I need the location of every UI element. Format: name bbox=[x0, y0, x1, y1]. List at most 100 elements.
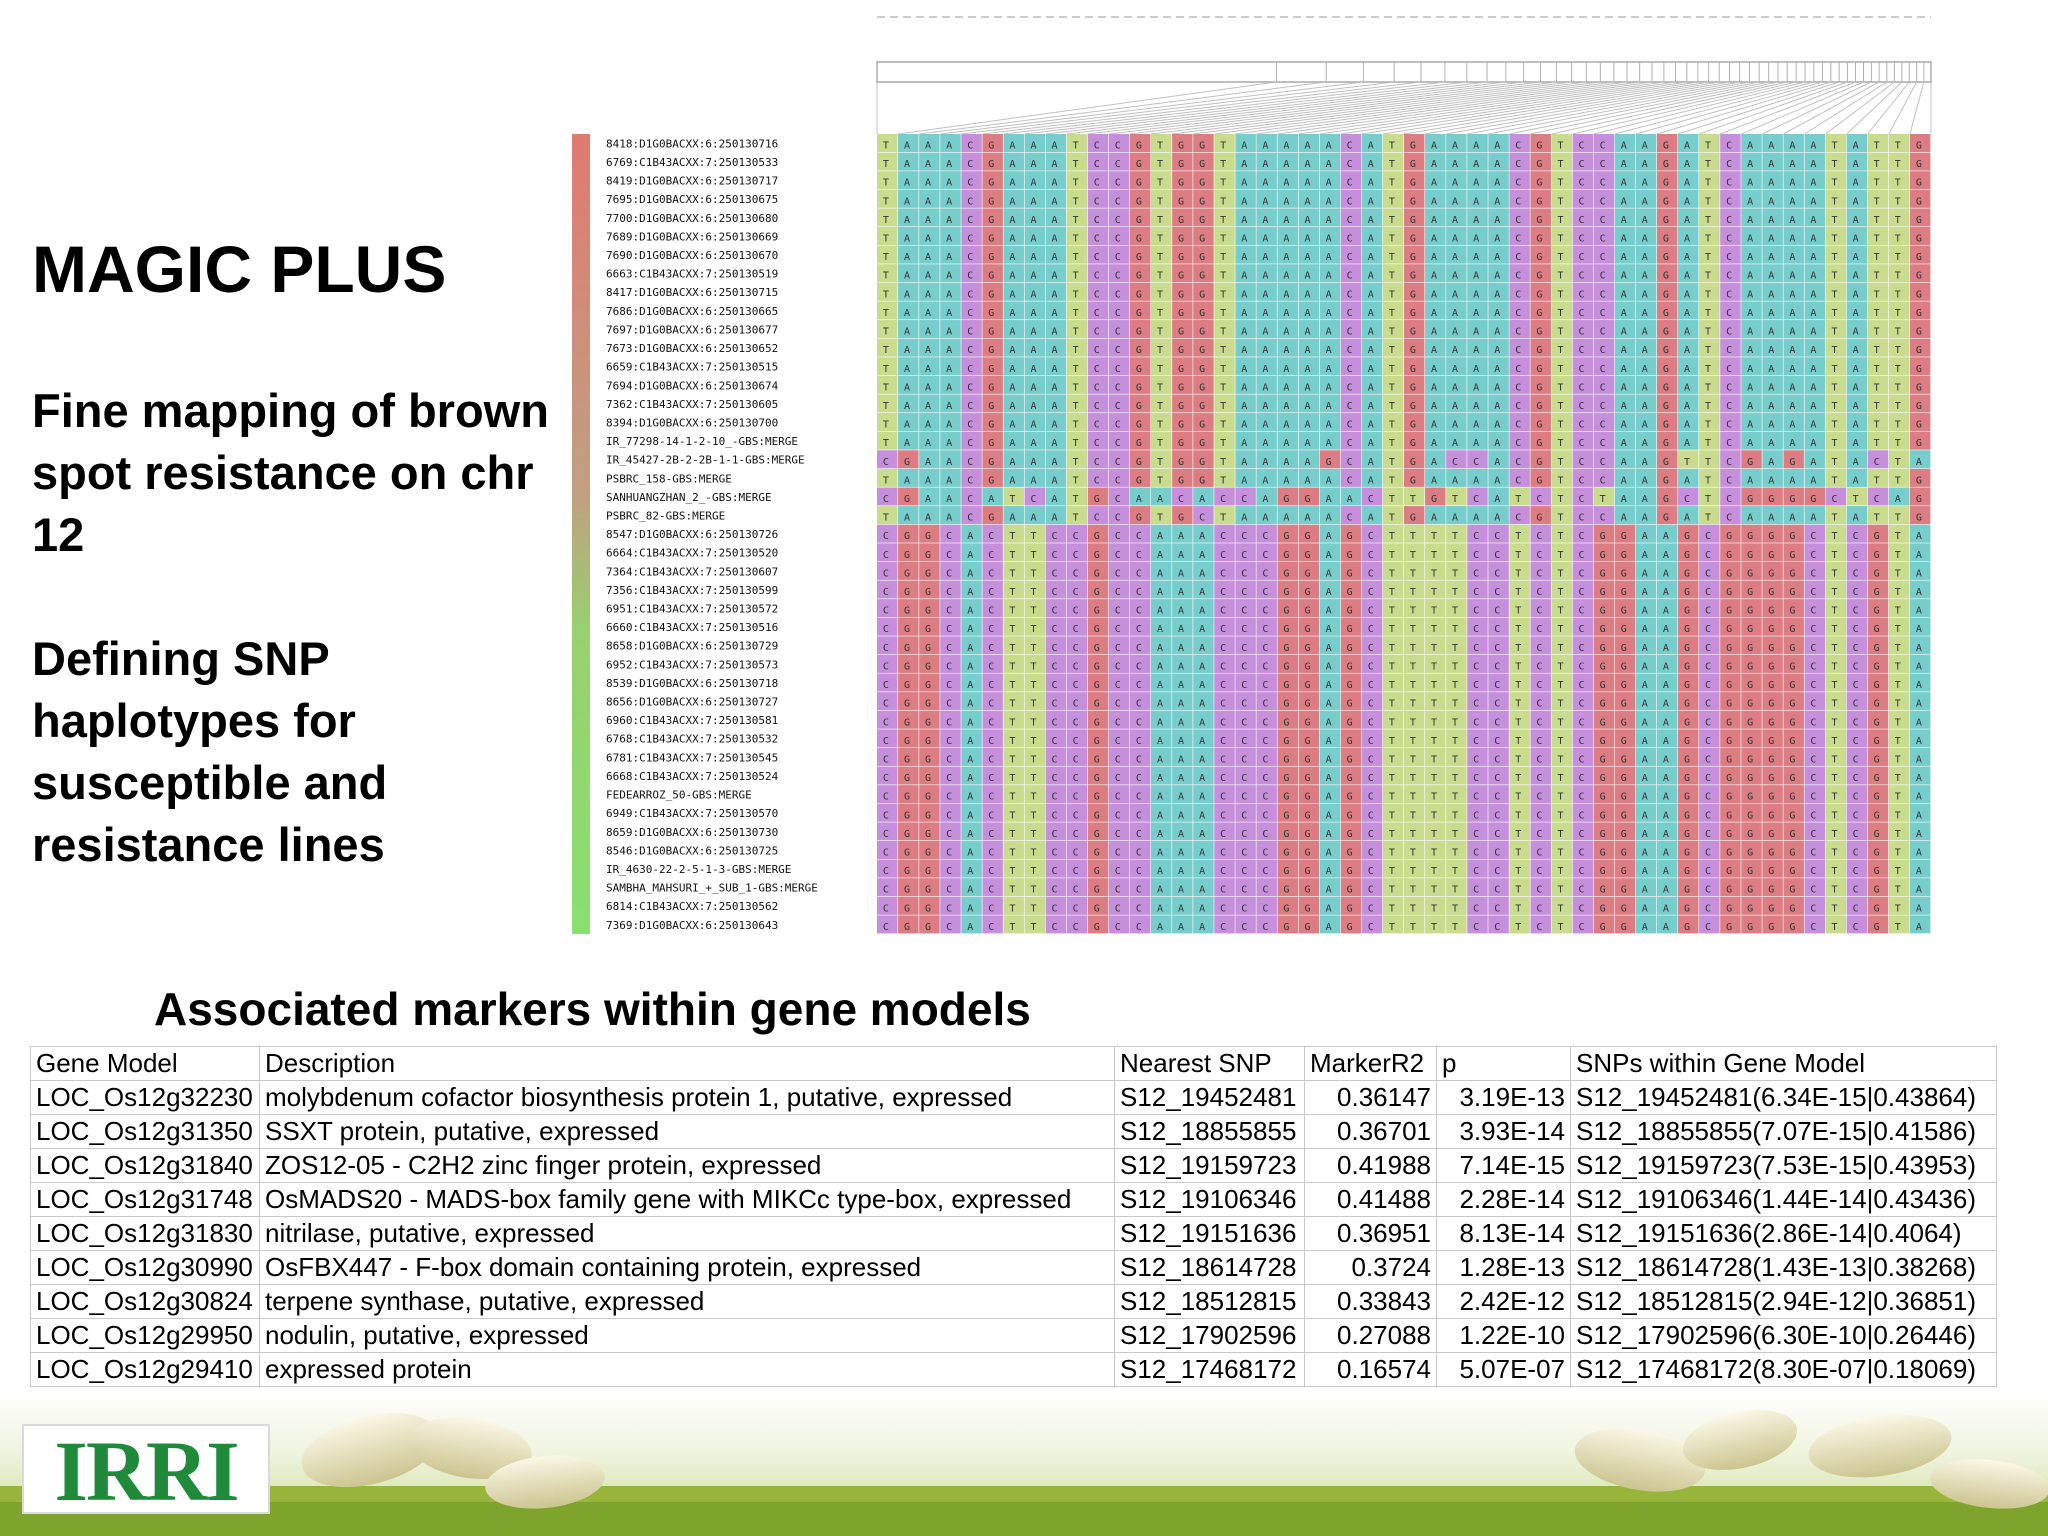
svg-text:C: C bbox=[1052, 773, 1058, 784]
svg-text:A: A bbox=[1452, 475, 1458, 486]
svg-text:G: G bbox=[1536, 308, 1542, 319]
svg-text:A: A bbox=[1747, 271, 1753, 282]
svg-text:G: G bbox=[1789, 661, 1795, 672]
svg-text:A: A bbox=[1810, 382, 1816, 393]
svg-text:A: A bbox=[967, 606, 973, 617]
svg-text:A: A bbox=[1326, 847, 1332, 858]
svg-text:T: T bbox=[1557, 531, 1563, 542]
svg-text:C: C bbox=[1052, 736, 1058, 747]
svg-text:T: T bbox=[1431, 550, 1437, 561]
svg-text:C: C bbox=[1810, 773, 1816, 784]
svg-text:T: T bbox=[1515, 699, 1521, 710]
svg-text:G: G bbox=[1789, 680, 1795, 691]
svg-text:A: A bbox=[1199, 773, 1205, 784]
svg-text:T: T bbox=[1389, 327, 1395, 338]
svg-text:A: A bbox=[1431, 308, 1437, 319]
svg-text:T: T bbox=[1389, 308, 1395, 319]
svg-text:A: A bbox=[1431, 382, 1437, 393]
svg-text:C: C bbox=[967, 196, 973, 207]
svg-text:C: C bbox=[1600, 159, 1606, 170]
svg-text:A: A bbox=[1473, 513, 1479, 524]
svg-text:A: A bbox=[1305, 271, 1311, 282]
svg-text:T: T bbox=[1895, 234, 1901, 245]
svg-text:G: G bbox=[1305, 606, 1311, 617]
svg-text:A: A bbox=[1199, 885, 1205, 896]
svg-text:C: C bbox=[1473, 494, 1479, 505]
svg-text:A: A bbox=[967, 885, 973, 896]
svg-text:G: G bbox=[988, 513, 994, 524]
svg-text:A: A bbox=[1768, 141, 1774, 152]
svg-text:T: T bbox=[1410, 587, 1416, 598]
svg-text:A: A bbox=[1326, 215, 1332, 226]
svg-text:G: G bbox=[1621, 680, 1627, 691]
svg-text:G: G bbox=[1410, 364, 1416, 375]
svg-text:G: G bbox=[1726, 885, 1732, 896]
svg-text:G: G bbox=[1768, 606, 1774, 617]
svg-text:G: G bbox=[1600, 810, 1606, 821]
svg-text:T: T bbox=[1009, 606, 1015, 617]
svg-text:G: G bbox=[1621, 810, 1627, 821]
svg-text:C: C bbox=[1241, 643, 1247, 654]
svg-text:A: A bbox=[1642, 922, 1648, 933]
svg-text:A: A bbox=[1684, 475, 1690, 486]
svg-text:C: C bbox=[946, 643, 952, 654]
svg-text:C: C bbox=[1094, 327, 1100, 338]
svg-text:A: A bbox=[1473, 271, 1479, 282]
svg-text:A: A bbox=[1368, 327, 1374, 338]
svg-text:G: G bbox=[1684, 773, 1690, 784]
svg-text:G: G bbox=[904, 680, 910, 691]
svg-text:A: A bbox=[1262, 141, 1268, 152]
svg-text:C: C bbox=[1705, 531, 1711, 542]
svg-text:A: A bbox=[1452, 438, 1458, 449]
svg-text:A: A bbox=[1030, 252, 1036, 263]
svg-text:A: A bbox=[1642, 754, 1648, 765]
svg-text:C: C bbox=[1536, 885, 1542, 896]
svg-text:G: G bbox=[1663, 457, 1669, 468]
svg-text:A: A bbox=[1663, 754, 1669, 765]
svg-text:G: G bbox=[1684, 661, 1690, 672]
svg-text:C: C bbox=[1115, 401, 1121, 412]
svg-text:A: A bbox=[1473, 345, 1479, 356]
svg-text:C: C bbox=[1073, 829, 1079, 840]
svg-text:A: A bbox=[1052, 289, 1058, 300]
svg-text:C: C bbox=[1515, 475, 1521, 486]
svg-text:C: C bbox=[1579, 736, 1585, 747]
svg-text:A: A bbox=[1642, 345, 1648, 356]
svg-text:G: G bbox=[1621, 866, 1627, 877]
svg-text:G: G bbox=[1094, 754, 1100, 765]
svg-text:G: G bbox=[1768, 866, 1774, 877]
svg-text:A: A bbox=[1663, 680, 1669, 691]
svg-text:A: A bbox=[1178, 661, 1184, 672]
svg-text:A: A bbox=[1157, 531, 1163, 542]
svg-text:A: A bbox=[1199, 661, 1205, 672]
svg-text:T: T bbox=[1431, 773, 1437, 784]
svg-text:G: G bbox=[1600, 643, 1606, 654]
svg-text:T: T bbox=[1431, 643, 1437, 654]
svg-text:C: C bbox=[1262, 829, 1268, 840]
svg-text:A: A bbox=[1009, 438, 1015, 449]
svg-text:A: A bbox=[1642, 494, 1648, 505]
svg-text:A: A bbox=[1853, 401, 1859, 412]
svg-text:T: T bbox=[1431, 885, 1437, 896]
svg-text:C: C bbox=[1241, 550, 1247, 561]
svg-text:C: C bbox=[967, 420, 973, 431]
svg-text:T: T bbox=[1030, 885, 1036, 896]
svg-text:G: G bbox=[988, 475, 994, 486]
svg-text:T: T bbox=[1073, 159, 1079, 170]
svg-text:C: C bbox=[1853, 754, 1859, 765]
svg-text:A: A bbox=[1305, 401, 1311, 412]
svg-text:G: G bbox=[1136, 271, 1142, 282]
svg-text:T: T bbox=[1009, 699, 1015, 710]
svg-text:T: T bbox=[1073, 252, 1079, 263]
svg-text:C: C bbox=[1262, 903, 1268, 914]
svg-text:A: A bbox=[1030, 178, 1036, 189]
svg-text:A: A bbox=[1326, 885, 1332, 896]
svg-text:A: A bbox=[1283, 327, 1289, 338]
svg-text:G: G bbox=[925, 643, 931, 654]
svg-text:A: A bbox=[1853, 141, 1859, 152]
svg-text:T: T bbox=[1431, 903, 1437, 914]
svg-text:A: A bbox=[967, 754, 973, 765]
svg-text:C: C bbox=[988, 643, 994, 654]
svg-text:A: A bbox=[1009, 196, 1015, 207]
svg-text:A: A bbox=[1283, 308, 1289, 319]
